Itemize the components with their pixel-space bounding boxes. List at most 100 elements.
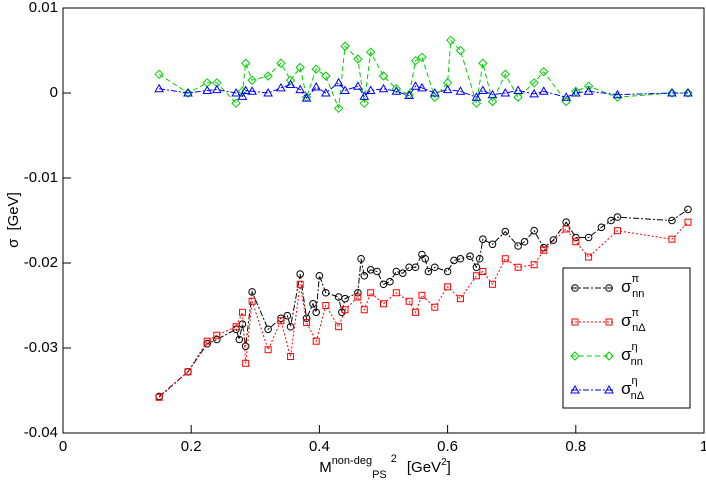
marker-triangle — [340, 85, 350, 94]
marker-circle — [488, 240, 497, 249]
y-label-unit: [GeV] — [5, 192, 22, 230]
legend-symbol: σ — [621, 379, 632, 398]
marker-square — [303, 319, 311, 326]
marker-triangle — [612, 89, 623, 99]
legend-sup: π — [632, 273, 640, 285]
marker-circle — [520, 237, 529, 246]
marker-square — [354, 293, 362, 301]
marker-circle — [302, 314, 311, 323]
marker-triangle — [295, 84, 306, 94]
marker-circle — [475, 254, 484, 263]
marker-diamond — [340, 41, 350, 51]
marker-circle — [605, 284, 613, 292]
y-tick-label: -0.01 — [24, 169, 58, 186]
marker-square — [684, 218, 692, 226]
y-tick-label: -0.02 — [24, 254, 58, 271]
marker-square — [322, 302, 330, 309]
x-tick-label: 0 — [59, 438, 67, 455]
marker-square — [184, 368, 192, 376]
marker-triangle — [487, 89, 498, 99]
legend-symbol: σ — [621, 345, 632, 364]
plot-frame — [62, 7, 705, 434]
marker-circle — [501, 227, 510, 236]
marker-square — [562, 225, 570, 233]
marker-triangle — [247, 86, 257, 95]
marker-circle — [450, 256, 458, 265]
marker-diamond — [667, 88, 677, 98]
marker-circle — [571, 284, 579, 292]
marker-square — [613, 227, 621, 235]
legend-label: ση nn — [621, 341, 643, 368]
y-axis-label: σ [GeV] — [5, 192, 22, 248]
marker-circle — [392, 267, 401, 276]
marker-triangle — [442, 84, 453, 94]
marker-triangle — [154, 83, 165, 93]
marker-diamond — [391, 84, 402, 94]
marker-diamond — [212, 78, 222, 88]
marker-triangle — [378, 83, 389, 93]
marker-circle — [283, 311, 292, 320]
marker-triangle — [570, 87, 581, 97]
marker-triangle — [570, 384, 580, 394]
marker-circle — [607, 216, 615, 225]
x-tick-label: 0.2 — [181, 438, 202, 455]
legend-sub: nΔ — [631, 390, 645, 402]
marker-diamond — [359, 98, 369, 108]
marker-triangle — [285, 79, 296, 88]
marker-square — [431, 303, 439, 311]
marker-triangle — [500, 87, 511, 97]
marker-diamond — [446, 35, 456, 46]
marker-diamond — [410, 55, 421, 66]
marker-triangle — [359, 91, 370, 100]
marker-circle — [584, 233, 593, 242]
marker-triangle — [538, 86, 549, 95]
marker-square — [248, 297, 256, 305]
marker-circle — [360, 271, 369, 280]
marker-triangle — [561, 92, 572, 101]
legend-sup: η — [632, 375, 638, 387]
legend-box — [562, 267, 691, 409]
marker-circle — [443, 267, 452, 276]
marker-diamond — [487, 96, 498, 107]
marker-diamond — [154, 69, 164, 80]
marker-diamond — [683, 88, 693, 98]
marker-diamond — [417, 52, 427, 63]
marker-circle — [549, 236, 558, 244]
marker-triangle — [417, 82, 427, 92]
marker-diamond — [295, 62, 305, 73]
marker-circle — [386, 277, 394, 286]
legend-sub: nn — [631, 356, 643, 368]
marker-diamond — [539, 67, 549, 77]
marker-square — [335, 323, 343, 331]
marker-circle — [312, 308, 320, 317]
marker-triangle — [276, 82, 286, 92]
marker-square — [540, 246, 548, 254]
x-axis-label: Mnon-degPS2[GeV2] — [319, 453, 451, 481]
marker-circle — [430, 263, 439, 272]
marker-triangle — [471, 92, 482, 101]
marker-circle — [613, 213, 622, 221]
marker-triangle — [183, 87, 193, 97]
marker-square — [412, 308, 420, 316]
marker-triangle — [202, 85, 213, 94]
marker-circle — [296, 270, 304, 278]
marker-square — [296, 280, 304, 288]
marker-triangle — [240, 85, 251, 94]
marker-triangle — [231, 87, 241, 97]
marker-triangle — [429, 87, 440, 97]
marker-triangle — [365, 85, 376, 94]
marker-diamond — [276, 58, 286, 68]
marker-square — [668, 235, 676, 243]
marker-circle — [466, 252, 474, 261]
marker-square — [380, 300, 387, 308]
marker-diamond — [604, 351, 614, 361]
marker-triangle — [311, 82, 322, 91]
legend-label: ση nΔ — [621, 375, 645, 402]
marker-triangle — [352, 81, 363, 90]
marker-triangle — [683, 87, 693, 97]
marker-circle — [424, 267, 433, 276]
marker-square — [312, 337, 320, 345]
legend-sup: η — [632, 341, 638, 353]
x-label-close: ] — [447, 459, 451, 476]
